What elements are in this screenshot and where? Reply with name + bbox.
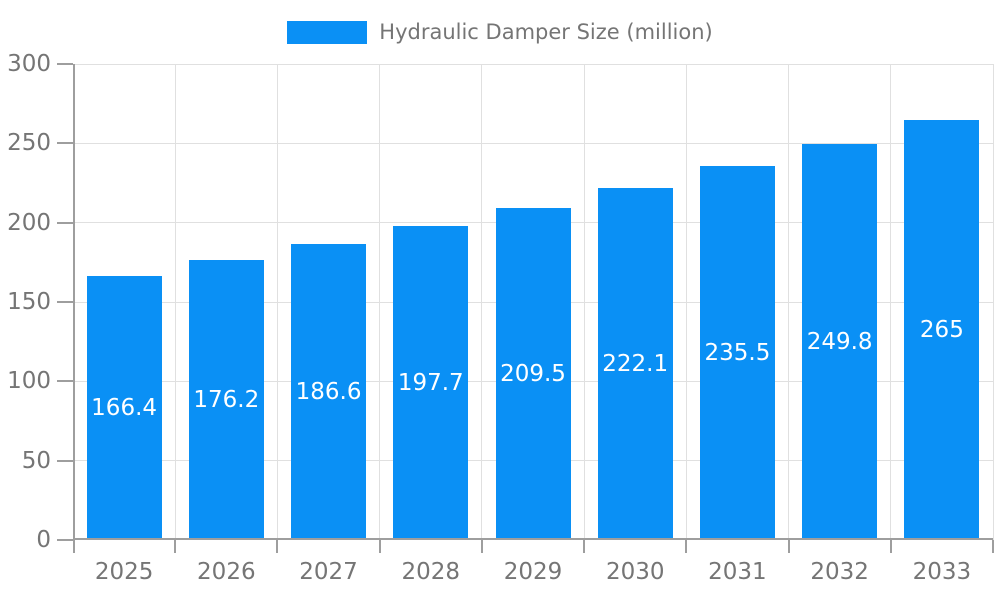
y-axis-tick (57, 539, 73, 541)
x-axis-tick (276, 540, 279, 553)
y-axis-tick (57, 380, 73, 383)
x-gridline (276, 64, 278, 540)
y-axis-tick (57, 142, 73, 145)
y-axis-tick-label: 0 (36, 527, 51, 553)
x-axis-tick (480, 540, 483, 553)
legend[interactable]: Hydraulic Damper Size (million) (0, 18, 1000, 46)
bar-2026[interactable]: 176.2 (188, 260, 264, 540)
legend-swatch (287, 20, 368, 44)
y-gridline (73, 142, 993, 144)
x-axis-tick (889, 540, 892, 553)
plot-area: 0 50 100 150 200 250 300 2025 166.4 2026 176.2 2027… (7, 51, 994, 585)
bar-value-label: 222.1 (602, 350, 669, 377)
bar-value-label: 209.5 (500, 360, 566, 387)
x-axis-tick (174, 540, 177, 553)
legend-label: Hydraulic Damper Size (million) (379, 20, 713, 44)
x-gridline (890, 64, 892, 540)
x-axis-tick-label: 2027 (299, 559, 358, 585)
x-gridline (379, 64, 381, 540)
x-gridline (583, 64, 585, 540)
bar-2031[interactable]: 235.5 (699, 166, 775, 540)
x-axis-tick-label: 2029 (503, 559, 563, 585)
bar-2029[interactable]: 209.5 (495, 207, 571, 540)
bar-value-label: 265 (919, 316, 964, 343)
y-axis-tick-label: 100 (7, 368, 51, 395)
bar-2027[interactable]: 186.6 (291, 243, 367, 540)
y-gridline (73, 63, 993, 65)
bar-value-label: 197.7 (397, 370, 464, 397)
y-axis-tick-label: 200 (7, 209, 51, 236)
x-axis-tick-label: 2033 (912, 559, 972, 585)
bar-2028[interactable]: 197.7 (393, 226, 469, 540)
bar-2030[interactable]: 222.1 (597, 187, 673, 540)
x-axis-line (73, 538, 993, 540)
y-axis-tick-label: 50 (21, 447, 51, 474)
x-axis-tick-label: 2026 (197, 559, 256, 585)
x-axis-tick (787, 540, 790, 553)
x-axis-tick-label: 2031 (708, 559, 767, 585)
bar-value-label: 186.6 (295, 378, 362, 405)
bar-2025[interactable]: 166.4 (86, 275, 162, 540)
x-gridline (481, 64, 483, 540)
x-axis-tick (378, 540, 381, 553)
bar-value-label: 235.5 (704, 340, 771, 367)
y-axis-tick-label: 300 (7, 51, 51, 77)
x-gridline (685, 64, 687, 540)
x-gridline (992, 64, 994, 540)
y-axis-tick (57, 459, 73, 462)
y-axis-line (73, 64, 75, 553)
y-axis-tick-label: 150 (7, 289, 51, 315)
x-axis-tick-label: 2025 (94, 559, 154, 585)
x-gridline (174, 64, 176, 540)
bar-value-label: 166.4 (91, 394, 158, 421)
x-axis-tick (992, 540, 994, 553)
x-axis-tick (583, 540, 586, 553)
bar-value-label: 176.2 (193, 387, 260, 414)
bar-value-label: 249.8 (806, 328, 873, 355)
bar-2033[interactable]: 265 (904, 119, 980, 540)
bar-2032[interactable]: 249.8 (802, 143, 878, 540)
y-axis-tick-label: 250 (7, 130, 51, 157)
x-gridline (788, 64, 790, 540)
y-axis-tick (57, 301, 73, 303)
y-axis-tick (57, 63, 73, 65)
x-axis-tick-label: 2032 (810, 559, 869, 585)
x-axis-tick (685, 540, 688, 553)
y-axis-tick (57, 221, 73, 224)
x-axis-tick-label: 2030 (605, 559, 665, 585)
x-axis-tick-label: 2028 (401, 559, 461, 585)
